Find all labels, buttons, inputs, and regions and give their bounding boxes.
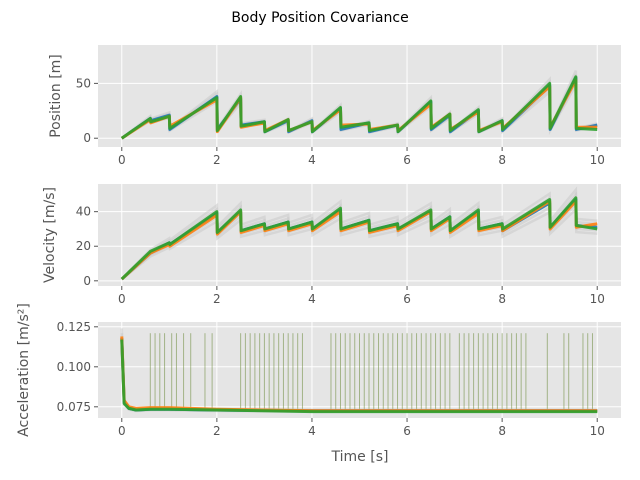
- y-tick-label: 40: [76, 205, 91, 219]
- x-tick-label: 4: [308, 292, 316, 306]
- series-group: [120, 328, 598, 414]
- acceleration-panel: 0 2 4 6 8 10 0.075 0.100 0.125 Acceleration [m/s²…: [16, 303, 621, 438]
- y-tick-label: 0: [83, 274, 91, 288]
- y-tick-label: 0.125: [57, 320, 91, 334]
- y-axis-label: Velocity [m/s]: [42, 187, 58, 283]
- series-group: [120, 70, 598, 140]
- x-tick-label: 4: [308, 424, 316, 438]
- x-tick-label: 8: [498, 424, 506, 438]
- x-tick-label: 0: [118, 153, 126, 167]
- series-group: [120, 186, 598, 281]
- x-tick-label: 10: [590, 153, 605, 167]
- y-axis-label: Acceleration [m/s²]: [16, 303, 32, 437]
- x-tick-label: 0: [118, 424, 126, 438]
- x-tick-label: 2: [213, 292, 221, 306]
- position-panel: 0 2 4 6 8 10 0 50 Position [m]: [48, 45, 621, 167]
- x-tick-label: 6: [403, 424, 411, 438]
- x-tick-label: 4: [308, 153, 316, 167]
- x-tick-label: 0: [118, 292, 126, 306]
- y-axis-label: Position [m]: [48, 54, 64, 138]
- x-axis-label: Time [s]: [331, 449, 389, 465]
- x-tick-label: 2: [213, 424, 221, 438]
- y-tick-label: 50: [76, 76, 91, 90]
- x-tick-label: 8: [498, 292, 506, 306]
- x-tick-label: 6: [403, 292, 411, 306]
- x-tick-label: 10: [590, 424, 605, 438]
- y-tick-label: 0.075: [57, 400, 91, 414]
- y-tick-label: 0: [83, 131, 91, 145]
- velocity-panel: 0 2 4 6 8 10 0 20 40 Velocity [m/s]: [42, 184, 621, 306]
- series-line: [120, 339, 598, 414]
- x-tick-label: 10: [590, 292, 605, 306]
- x-tick-label: 2: [213, 153, 221, 167]
- y-tick-label: 0.100: [57, 360, 91, 374]
- series-line: [120, 196, 598, 281]
- y-tick-label: 20: [76, 239, 91, 253]
- x-tick-label: 8: [498, 153, 506, 167]
- x-tick-label: 6: [403, 153, 411, 167]
- chart-title: Body Position Covariance: [231, 10, 408, 26]
- series-line: [120, 75, 598, 140]
